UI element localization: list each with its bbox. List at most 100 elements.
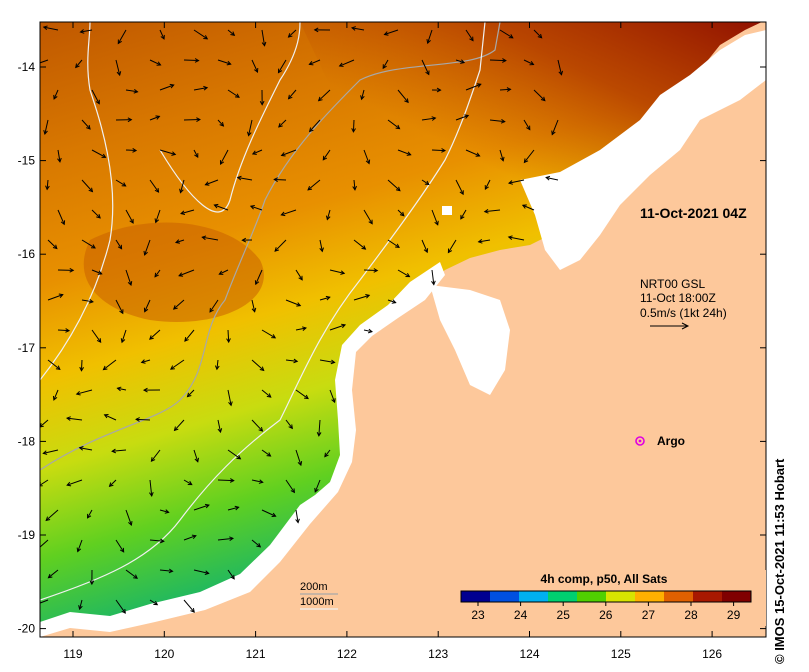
current-vector bbox=[261, 509, 277, 518]
current-vector bbox=[143, 239, 151, 256]
current-vector bbox=[75, 59, 83, 69]
current-vector bbox=[329, 323, 347, 331]
current-vector bbox=[204, 179, 219, 186]
current-vector bbox=[387, 179, 401, 192]
current-vector bbox=[251, 59, 259, 73]
current-vector bbox=[484, 179, 491, 191]
current-vector bbox=[47, 359, 61, 371]
current-vector bbox=[125, 569, 138, 579]
current-vector bbox=[329, 269, 346, 275]
current-vector bbox=[102, 359, 117, 371]
current-vector bbox=[40, 599, 49, 604]
isobath-1000m bbox=[40, 22, 486, 601]
warm-eddy bbox=[83, 222, 264, 322]
current-vector bbox=[76, 539, 83, 553]
current-vector bbox=[227, 449, 242, 460]
current-vector bbox=[115, 59, 122, 77]
lat-tick-label: -14 bbox=[18, 60, 36, 74]
current-vector bbox=[125, 509, 133, 527]
current-vector bbox=[170, 359, 185, 370]
lat-tick-label: -20 bbox=[18, 622, 36, 636]
current-vector bbox=[42, 25, 59, 31]
current-vector bbox=[319, 295, 331, 301]
current-vector bbox=[285, 479, 295, 494]
current-vector bbox=[57, 328, 71, 333]
current-vector bbox=[45, 179, 50, 191]
cloud-mask-gulf bbox=[430, 285, 510, 395]
longitude-axis: 119 120 121 122 123 124 125 126 bbox=[63, 22, 722, 661]
current-vector bbox=[115, 539, 125, 553]
cloud-mask-north bbox=[520, 30, 766, 270]
current-vector bbox=[465, 83, 482, 91]
current-vector bbox=[295, 326, 307, 331]
colorbar-swatch bbox=[635, 591, 665, 602]
current-vector bbox=[226, 329, 231, 344]
current-vector bbox=[455, 114, 470, 121]
colorbar-ticks: 23 24 25 26 27 28 29 bbox=[471, 602, 741, 622]
current-vector bbox=[338, 59, 355, 67]
current-vector bbox=[246, 119, 253, 137]
colorbar-title: 4h comp, p50, All Sats bbox=[541, 572, 668, 586]
current-vector bbox=[89, 569, 95, 586]
lon-tick-label: 121 bbox=[246, 647, 266, 661]
current-vector bbox=[533, 29, 543, 39]
current-vector bbox=[308, 59, 321, 66]
current-vector bbox=[557, 59, 564, 76]
current-vector bbox=[42, 449, 59, 455]
current-vector bbox=[322, 149, 331, 161]
current-vector bbox=[47, 569, 59, 579]
colorbar-tick-label: 28 bbox=[684, 608, 698, 622]
current-vector bbox=[79, 29, 93, 34]
current-vector bbox=[455, 179, 464, 196]
current-vector bbox=[117, 29, 127, 45]
current-vector bbox=[421, 239, 429, 254]
colorbar bbox=[460, 590, 752, 603]
current-vector bbox=[178, 269, 195, 277]
current-vector bbox=[183, 58, 200, 63]
current-scale: 0.5m/s (1kt 24h) bbox=[640, 306, 727, 320]
current-vector bbox=[150, 449, 161, 463]
lon-tick-label: 122 bbox=[337, 647, 357, 661]
current-vector bbox=[217, 536, 235, 542]
current-vector bbox=[261, 449, 272, 457]
current-vector bbox=[40, 539, 49, 550]
current-vector bbox=[184, 329, 195, 342]
current-vector bbox=[499, 149, 505, 162]
current-vector bbox=[218, 269, 229, 275]
lon-tick-label: 124 bbox=[519, 647, 539, 661]
lat-tick-label: -17 bbox=[18, 341, 36, 355]
current-vector bbox=[154, 269, 161, 278]
current-vector bbox=[116, 386, 127, 392]
current-vector bbox=[287, 29, 297, 38]
current-vector bbox=[489, 58, 507, 63]
current-vector bbox=[201, 235, 219, 241]
argo-float-marker[interactable] bbox=[635, 436, 645, 446]
current-vector bbox=[81, 119, 91, 130]
current-vector bbox=[249, 205, 263, 211]
current-source: NRT00 GSL bbox=[640, 277, 705, 291]
lat-tick-label: -15 bbox=[18, 154, 36, 168]
current-vector bbox=[383, 29, 399, 36]
current-vector bbox=[308, 119, 321, 133]
current-vector bbox=[350, 26, 365, 31]
cloud-mask-coast bbox=[40, 262, 445, 637]
current-vector bbox=[180, 209, 195, 216]
colorbar-swatch bbox=[606, 591, 636, 602]
current-vector bbox=[217, 119, 225, 127]
current-vector bbox=[251, 539, 262, 548]
current-vector bbox=[397, 209, 405, 217]
current-vector bbox=[521, 204, 535, 211]
current-vector bbox=[149, 329, 161, 340]
current-vector bbox=[214, 359, 220, 371]
lat-tick-label: -16 bbox=[18, 247, 36, 261]
current-vector bbox=[227, 505, 240, 511]
current-vector bbox=[57, 267, 75, 273]
current-vector bbox=[183, 599, 195, 613]
current-vector bbox=[125, 269, 133, 287]
current-vector bbox=[115, 117, 133, 123]
colorbar-swatch bbox=[461, 591, 491, 602]
current-vector bbox=[313, 27, 331, 33]
current-vector bbox=[285, 419, 293, 430]
current-vector bbox=[254, 269, 263, 286]
current-vector bbox=[426, 29, 433, 45]
